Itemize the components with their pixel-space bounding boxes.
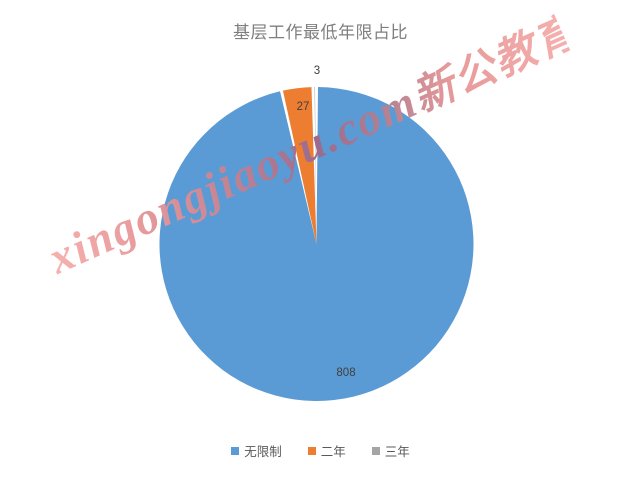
- legend-item-sannian[interactable]: 三年: [371, 441, 410, 460]
- legend-item-wuxianzhi[interactable]: 无限制: [231, 441, 282, 460]
- legend-item-ernian[interactable]: 二年: [307, 441, 346, 460]
- legend-label: 无限制: [244, 445, 282, 459]
- legend-swatch-icon: [231, 446, 240, 455]
- legend-label: 三年: [384, 445, 410, 459]
- legend-swatch-icon: [307, 446, 316, 455]
- pie-slice-2[interactable]: [314, 87, 317, 244]
- chart-title: 基层工作最低年限占比: [233, 23, 408, 42]
- pie-slice-1[interactable]: [282, 87, 317, 244]
- pie-slice-group: [159, 87, 474, 402]
- pie-slice-0[interactable]: [159, 87, 474, 402]
- slice-value-label-sannian: 3: [313, 65, 321, 77]
- legend-swatch-icon: [371, 446, 380, 455]
- legend-label: 二年: [320, 445, 346, 459]
- slice-value-label-wuxianzhi: 808: [336, 367, 356, 379]
- slice-value-label-ernian: 27: [296, 101, 310, 113]
- chart-legend: 无限制 二年 三年: [0, 441, 641, 460]
